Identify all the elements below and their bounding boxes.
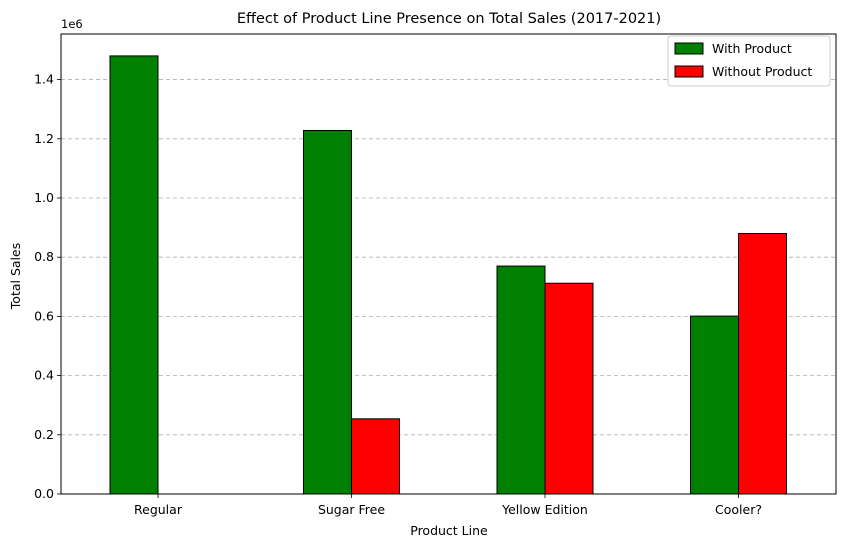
- bar-with-product-regular: [109, 55, 159, 495]
- x-tick-label: Cooler?: [715, 502, 762, 517]
- legend-label-without-product: Without Product: [712, 64, 812, 79]
- x-tick-label: Yellow Edition: [501, 502, 588, 517]
- y-tick-label: 0.0: [34, 486, 54, 501]
- y-axis-offset-text: 1e6: [61, 17, 83, 31]
- chart-title: Effect of Product Line Presence on Total…: [237, 11, 661, 27]
- y-tick-label: 1.2: [34, 131, 54, 146]
- axes: [60, 33, 837, 495]
- y-tick-label: 0.8: [34, 249, 54, 264]
- y-tick-label: 0.4: [34, 368, 54, 383]
- x-axis-ticks: Regular Sugar Free Yellow Edition Cooler?: [134, 494, 762, 517]
- bar-with-product-yellow-edition: [496, 265, 546, 495]
- legend-swatch-with-product: [674, 42, 704, 55]
- x-tick-label: Sugar Free: [318, 502, 385, 517]
- bar-without-product-cooler-: [738, 233, 787, 495]
- bar-without-product-sugar-free: [351, 418, 400, 495]
- x-tick-label: Regular: [134, 502, 183, 517]
- legend: With Product Without Product: [667, 35, 831, 87]
- y-tick-label: 0.6: [34, 308, 54, 323]
- gridlines: [61, 79, 836, 495]
- bar-with-product-sugar-free: [303, 129, 352, 495]
- y-tick-label: 1.0: [34, 190, 54, 205]
- x-axis-label: Product Line: [410, 523, 488, 538]
- plot-frame: [60, 33, 837, 495]
- legend-swatch-without-product: [674, 65, 704, 78]
- y-tick-label: 1.4: [34, 72, 54, 87]
- bar-without-product-yellow-edition: [544, 282, 594, 495]
- legend-frame: [667, 35, 831, 87]
- y-axis-ticks: 0.0 0.2 0.4 0.6 0.8 1.0 1.2 1.4: [34, 72, 61, 501]
- y-tick-label: 0.2: [34, 427, 54, 442]
- bar-with-product-cooler-: [690, 315, 739, 495]
- legend-label-with-product: With Product: [712, 41, 792, 56]
- bars: [109, 55, 787, 495]
- y-axis-label: Total Sales: [8, 243, 23, 310]
